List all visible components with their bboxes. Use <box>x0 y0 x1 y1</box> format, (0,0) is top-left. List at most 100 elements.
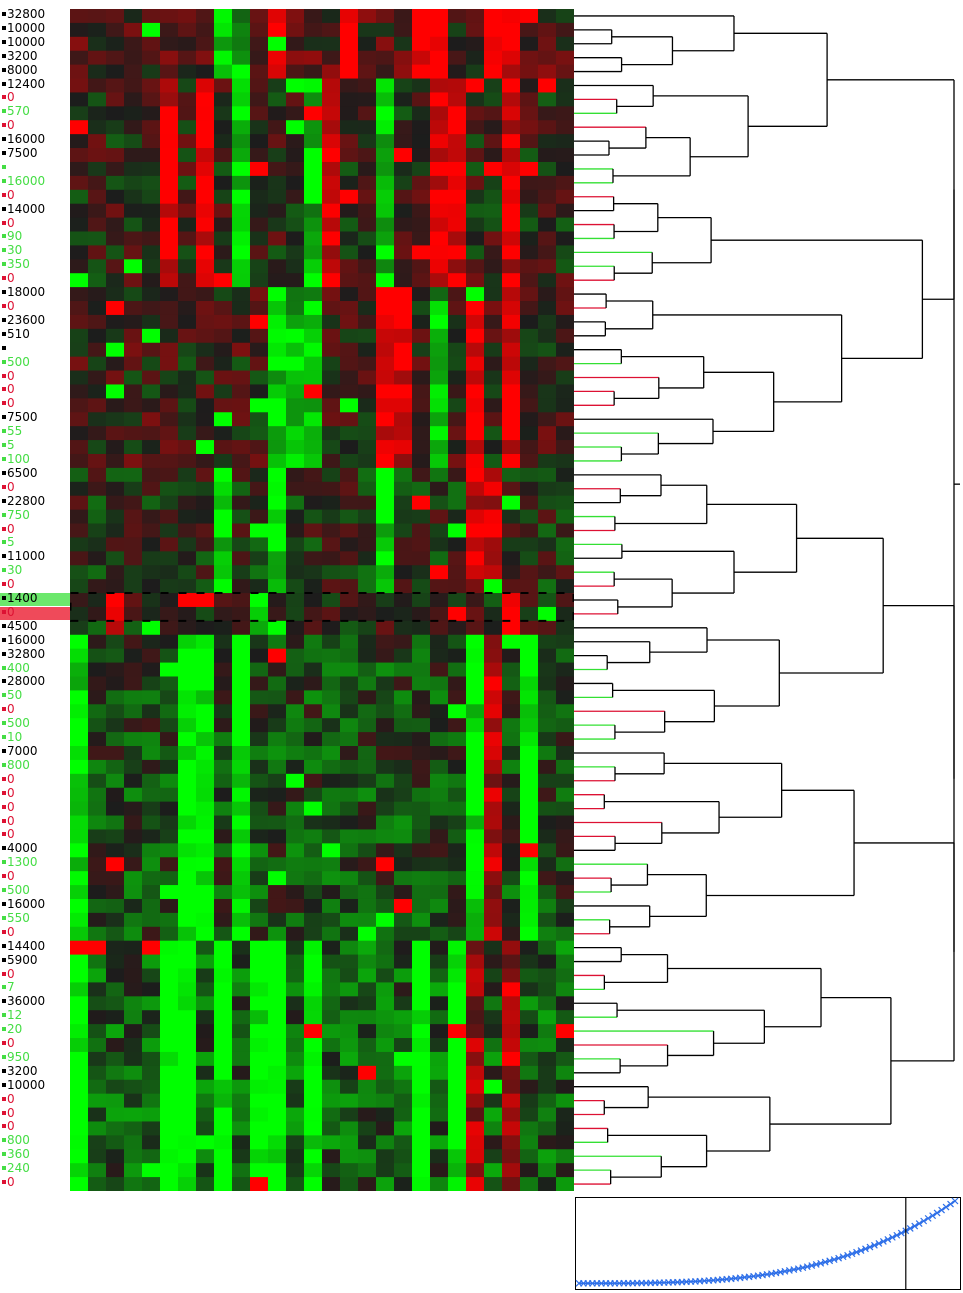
row-label[interactable]: 11000 <box>0 550 70 562</box>
heatmap[interactable] <box>70 9 574 1191</box>
row-label[interactable]: 0 <box>0 773 70 785</box>
row-label[interactable]: 5900 <box>0 954 70 966</box>
heatmap-cell <box>268 996 286 1011</box>
row-label[interactable]: 12 <box>0 1009 70 1021</box>
row-label[interactable]: 50 <box>0 689 70 701</box>
row-label[interactable]: 0 <box>0 787 70 799</box>
row-label[interactable]: 570 <box>0 105 70 117</box>
row-label[interactable]: 0 <box>0 1120 70 1132</box>
row-label[interactable]: 360 <box>0 1148 70 1160</box>
row-label[interactable]: 3200 <box>0 50 70 62</box>
row-label[interactable]: 500 <box>0 884 70 896</box>
row-label[interactable]: 240 <box>0 1162 70 1174</box>
heatmap-cell <box>124 314 142 330</box>
row-label[interactable]: 10000 <box>0 1079 70 1091</box>
row-label[interactable]: 750 <box>0 509 70 521</box>
row-label[interactable]: 0 <box>0 91 70 103</box>
row-label[interactable]: 0 <box>0 397 70 409</box>
row-label[interactable] <box>0 161 70 173</box>
heatmap-cell <box>466 676 484 691</box>
heatmap-cell <box>376 982 394 997</box>
row-label[interactable]: 36000 <box>0 995 70 1007</box>
row-label[interactable]: 950 <box>0 1051 70 1063</box>
row-label[interactable]: 14400 <box>0 940 70 952</box>
row-label[interactable]: 1400 <box>0 592 70 604</box>
row-label[interactable]: 550 <box>0 912 70 924</box>
row-label[interactable]: 6500 <box>0 467 70 479</box>
row-label[interactable]: 5 <box>0 439 70 451</box>
heatmap-cell <box>520 676 538 691</box>
row-label[interactable]: 90 <box>0 230 70 242</box>
row-label[interactable]: 0 <box>0 815 70 827</box>
row-label[interactable]: 12400 <box>0 78 70 90</box>
row-label[interactable]: 7 <box>0 981 70 993</box>
heatmap-cell <box>322 871 340 886</box>
row-label[interactable]: 0 <box>0 370 70 382</box>
heatmap-cell <box>88 1079 106 1095</box>
row-label[interactable]: 10000 <box>0 22 70 34</box>
row-label[interactable]: 400 <box>0 662 70 674</box>
heatmap-cell <box>178 815 196 831</box>
row-label[interactable]: 4500 <box>0 620 70 632</box>
row-label[interactable]: 0 <box>0 383 70 395</box>
row-label[interactable]: 0 <box>0 578 70 590</box>
row-label[interactable]: 0 <box>0 703 70 715</box>
row-label[interactable]: 0 <box>0 189 70 201</box>
row-label[interactable]: 0 <box>0 828 70 840</box>
row-label[interactable]: 0 <box>0 1093 70 1105</box>
row-label[interactable]: 4000 <box>0 842 70 854</box>
row-label[interactable]: 0 <box>0 801 70 813</box>
row-label[interactable]: 0 <box>0 523 70 535</box>
row-label[interactable]: 28000 <box>0 675 70 687</box>
row-label[interactable]: 22800 <box>0 495 70 507</box>
row-label[interactable]: 18000 <box>0 286 70 298</box>
row-label[interactable]: 3200 <box>0 1065 70 1077</box>
row-label[interactable]: 7000 <box>0 745 70 757</box>
row-label[interactable]: 0 <box>0 300 70 312</box>
row-label[interactable]: 55 <box>0 425 70 437</box>
row-label[interactable]: 20 <box>0 1023 70 1035</box>
row-label[interactable]: 16000 <box>0 133 70 145</box>
row-label[interactable]: 0 <box>0 1176 70 1188</box>
row-label[interactable]: 800 <box>0 759 70 771</box>
row-label[interactable]: 7500 <box>0 147 70 159</box>
row-label[interactable]: 500 <box>0 356 70 368</box>
row-label[interactable]: 100 <box>0 453 70 465</box>
row-label[interactable]: 32800 <box>0 648 70 660</box>
row-label[interactable]: 16000 <box>0 898 70 910</box>
row-label[interactable]: 30 <box>0 244 70 256</box>
row-label[interactable] <box>0 342 70 354</box>
row-label[interactable]: 1300 <box>0 856 70 868</box>
row-label[interactable]: 800 <box>0 1134 70 1146</box>
row-label[interactable]: 23600 <box>0 314 70 326</box>
row-label[interactable]: 7500 <box>0 411 70 423</box>
row-label[interactable]: 510 <box>0 328 70 340</box>
heatmap-cell <box>124 1051 142 1067</box>
row-label[interactable]: 0 <box>0 1037 70 1049</box>
row-label[interactable]: 16000 <box>0 634 70 646</box>
row-label[interactable]: 0 <box>0 1107 70 1119</box>
score-plot[interactable] <box>575 1197 961 1291</box>
row-label[interactable]: 350 <box>0 258 70 270</box>
row-label[interactable]: 500 <box>0 717 70 729</box>
row-label[interactable]: 16000 <box>0 175 70 187</box>
row-label[interactable]: 30 <box>0 564 70 576</box>
row-label[interactable]: 8000 <box>0 64 70 76</box>
row-label[interactable]: 0 <box>0 968 70 980</box>
row-label[interactable]: 0 <box>0 870 70 882</box>
row-label[interactable]: 0 <box>0 119 70 131</box>
row-label[interactable]: 32800 <box>0 8 70 20</box>
row-label[interactable]: 0 <box>0 217 70 229</box>
row-label[interactable]: 5 <box>0 536 70 548</box>
row-label[interactable]: 10000 <box>0 36 70 48</box>
heatmap-cell <box>412 1051 430 1067</box>
row-label[interactable]: 0 <box>0 606 70 618</box>
row-label[interactable]: 14000 <box>0 203 70 215</box>
row-label[interactable]: 0 <box>0 926 70 938</box>
row-label[interactable]: 10 <box>0 731 70 743</box>
heatmap-cell <box>106 857 124 872</box>
heatmap-cell <box>448 106 466 121</box>
row-label[interactable]: 0 <box>0 272 70 284</box>
row-label[interactable]: 0 <box>0 481 70 493</box>
heatmap-cell <box>556 412 574 427</box>
